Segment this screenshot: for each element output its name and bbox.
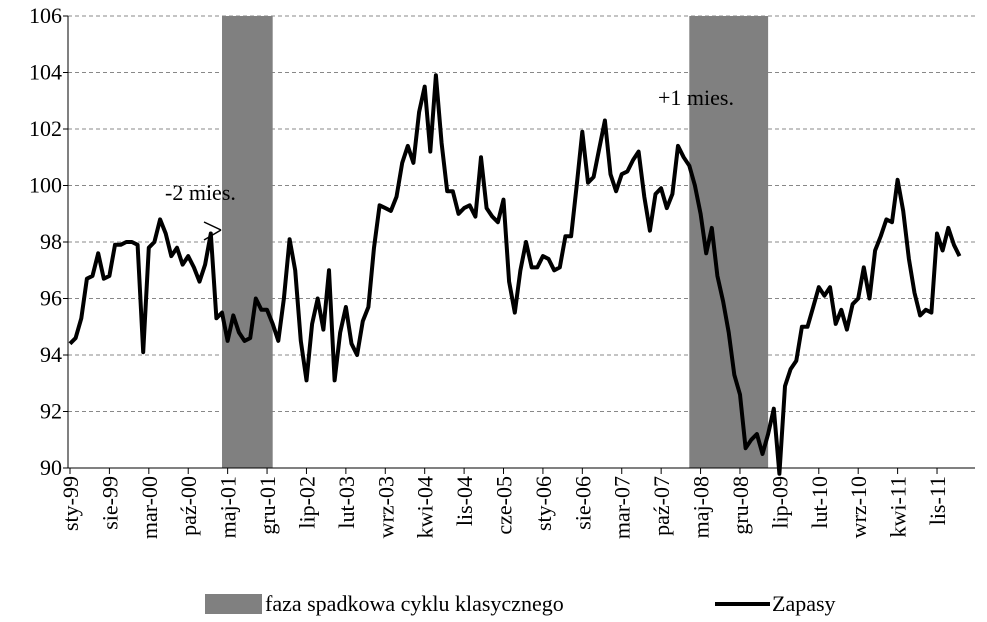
x-tick-label: lip-09 [767, 476, 792, 529]
arrow [203, 229, 222, 241]
y-tick-label: 106 [29, 3, 62, 28]
annotation: +1 mies. [658, 85, 734, 110]
x-tick-label: mar-07 [610, 476, 635, 539]
x-tick-label: paź-00 [176, 476, 201, 536]
line-series [68, 73, 962, 476]
y-tick-label: 90 [40, 455, 62, 480]
y-tick-label: 92 [40, 399, 62, 424]
x-tick-label: wrz-10 [846, 476, 871, 538]
x-tick-label: maj-08 [689, 476, 714, 538]
x-tick-label: cze-05 [492, 476, 517, 535]
y-tick-label: 104 [29, 60, 62, 85]
x-tick-label: gru-01 [255, 476, 280, 535]
recession-band [222, 16, 273, 468]
x-tick-label: gru-08 [728, 476, 753, 535]
x-tick-label: kwi-04 [413, 476, 438, 538]
x-tick-label: paź-07 [649, 476, 674, 536]
x-tick-label: sie-06 [570, 476, 595, 530]
x-tick-label: sty-06 [531, 476, 556, 531]
x-tick-label: lut-03 [334, 476, 359, 529]
annotation: -2 mies. [165, 180, 236, 205]
legend-label: faza spadkowa cyklu klasycznego [265, 591, 564, 616]
arrow [203, 221, 222, 231]
y-tick-label: 96 [40, 286, 62, 311]
y-tick-label: 102 [29, 116, 62, 141]
x-tick-label: sty-99 [58, 476, 83, 531]
recession-band [689, 16, 769, 468]
x-tick-label: kwi-11 [886, 476, 911, 538]
x-tick-label: lip-02 [294, 476, 319, 529]
x-tick-label: lis-11 [925, 476, 950, 525]
y-tick-label: 100 [29, 173, 62, 198]
x-tick-label: lis-04 [452, 476, 477, 526]
legend-label: Zapasy [772, 591, 836, 616]
x-tick-label: lut-10 [807, 476, 832, 529]
x-tick-label: mar-00 [137, 476, 162, 539]
y-tick-label: 94 [40, 342, 62, 367]
x-tick-label: maj-01 [216, 476, 241, 538]
y-tick-label: 98 [40, 229, 62, 254]
x-tick-label: wrz-03 [373, 476, 398, 538]
plot: 90 92 94 96 98 100 102 104 106 sty-99 sie-99 mar-00… [29, 3, 975, 616]
x-tick-label: sie-99 [97, 476, 122, 530]
legend-swatch [205, 594, 262, 614]
